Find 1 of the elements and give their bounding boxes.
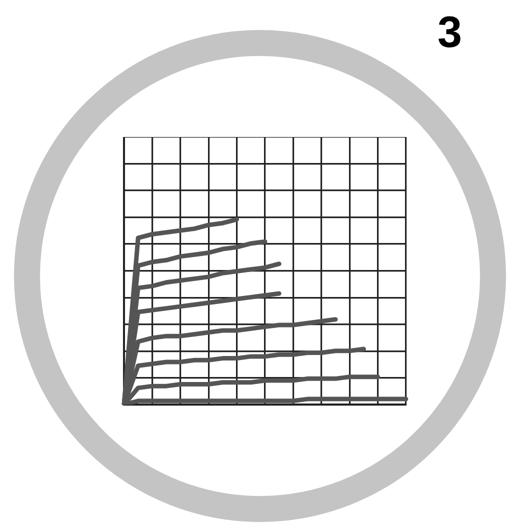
text: 3	[438, 8, 462, 57]
